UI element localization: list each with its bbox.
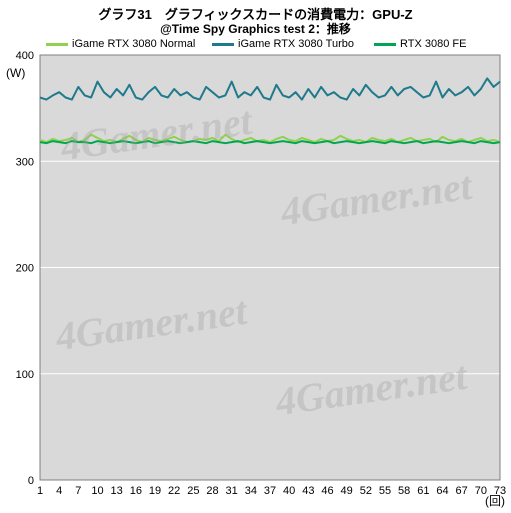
svg-text:49: 49 [341,485,353,497]
svg-text:61: 61 [417,485,429,497]
svg-text:1: 1 [37,485,43,497]
svg-text:13: 13 [111,485,123,497]
svg-text:67: 67 [456,485,468,497]
svg-text:40: 40 [283,485,295,497]
svg-text:28: 28 [206,485,218,497]
svg-text:0: 0 [28,475,34,487]
svg-text:25: 25 [187,485,199,497]
svg-text:52: 52 [360,485,372,497]
chart-plot: 0 100 200 300 400 1 4 7 10 13 16 19 22 25 28 31 34 37 40 43… [0,0,511,513]
svg-text:22: 22 [168,485,180,497]
y-axis-unit: (W) [6,66,25,80]
svg-text:37: 37 [264,485,276,497]
svg-text:19: 19 [149,485,161,497]
svg-text:7: 7 [75,485,81,497]
svg-text:31: 31 [226,485,238,497]
svg-text:64: 64 [436,485,448,497]
svg-text:46: 46 [321,485,333,497]
svg-text:34: 34 [245,485,257,497]
svg-text:200: 200 [16,263,34,275]
svg-text:43: 43 [302,485,314,497]
svg-text:55: 55 [379,485,391,497]
svg-text:100: 100 [16,369,34,381]
svg-text:4: 4 [56,485,62,497]
svg-text:300: 300 [16,156,34,168]
x-axis-unit: (回) [485,492,505,509]
svg-text:16: 16 [130,485,142,497]
svg-text:400: 400 [16,50,34,62]
chart-container: グラフ31 グラフィックスカードの消費電力：GPU-Z @Time Spy Gr… [0,0,511,513]
svg-text:10: 10 [91,485,103,497]
svg-text:58: 58 [398,485,410,497]
